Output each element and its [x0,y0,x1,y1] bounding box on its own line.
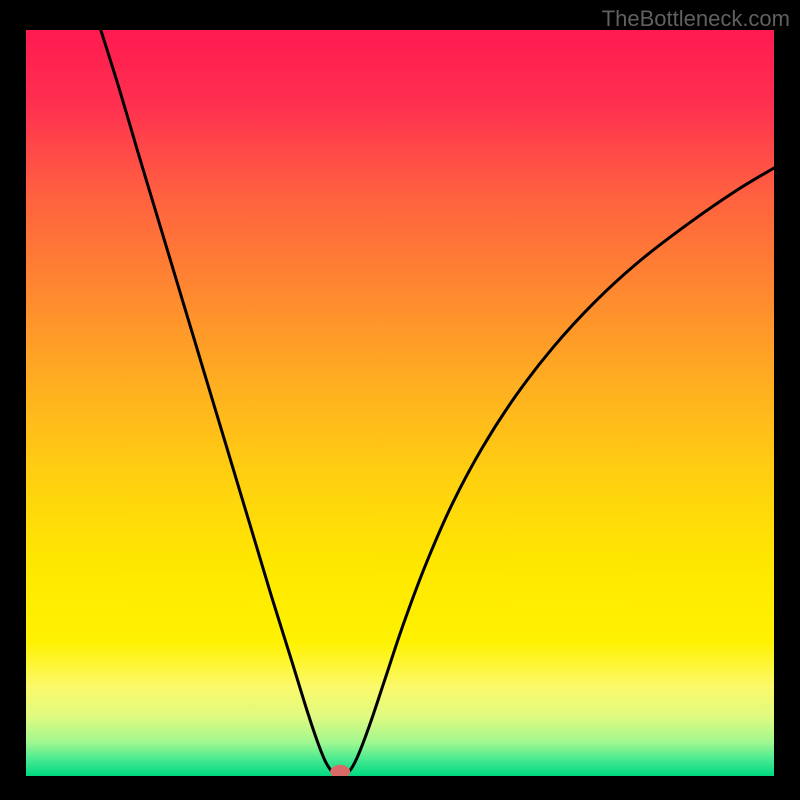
plot-background [26,30,774,776]
bottleneck-chart [0,0,800,800]
border-right [774,0,800,800]
chart-svg [0,0,800,800]
border-bottom [0,776,800,800]
border-left [0,0,26,800]
watermark-text: TheBottleneck.com [602,6,790,32]
